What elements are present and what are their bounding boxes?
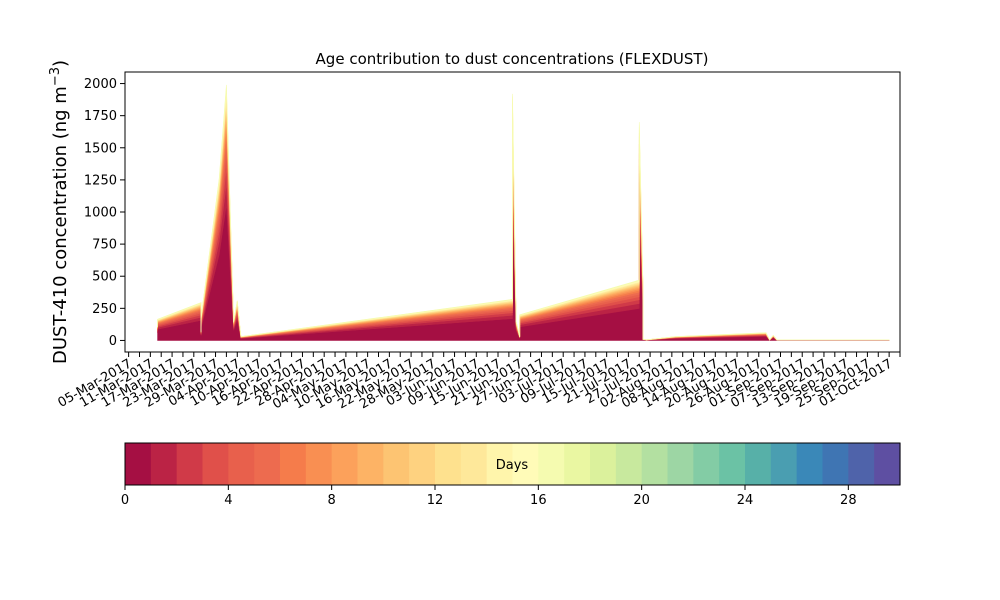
colorbar-ticks: 0 4 8 12 16 20 24 28 [121,485,857,508]
colorbar-bin [486,443,514,485]
y-axis-label-close: ) [50,60,71,67]
y-axis-label: DUST-410 concentration (ng m−3) [48,60,71,364]
colorbar-bin [745,443,772,485]
colorbar-bin [383,443,410,485]
colorbar-bin [538,443,565,485]
colorbar-bin [719,443,746,485]
age-band-3 [157,155,890,341]
colorbar-bin [796,443,824,485]
colorbar-bin [357,443,384,485]
age-band-12 [157,97,890,341]
colorbar-bin [150,443,178,485]
age-band-4 [157,144,890,341]
colorbar-label: Days [496,458,529,473]
y-tick-label: 750 [92,238,117,253]
colorbar-tick-label: 8 [328,493,336,508]
colorbar-tick-label: 12 [427,493,444,508]
colorbar-bin [331,443,359,485]
stacked-bands [157,84,890,341]
colorbar-bin [125,443,152,485]
age-band-5 [157,135,890,341]
colorbar-bin [822,443,849,485]
colorbar-bin [693,443,720,485]
y-tick-label: 1750 [84,109,117,124]
age-band-9 [157,110,890,341]
y-tick-label: 2000 [84,77,117,92]
age-band-11 [157,101,890,341]
y-tick-label: 0 [109,334,117,349]
colorbar-bin [280,443,307,485]
colorbar-tick-label: 24 [737,493,754,508]
age-band-14 [157,90,890,341]
colorbar-tick-label: 16 [530,493,547,508]
age-band-6 [157,127,890,341]
colorbar-bin [305,443,333,485]
y-axis: 0 250 500 750 1000 1250 1500 1750 2000 [84,77,125,349]
y-tick-label: 250 [92,302,117,317]
colorbar-bin [254,443,281,485]
colorbar-bin [409,443,436,485]
age-band-7 [157,121,890,341]
y-tick-label: 1000 [84,206,117,221]
y-axis-label-main: DUST-410 concentration (ng m [50,86,71,364]
colorbar [125,443,901,485]
colorbar-bin [848,443,875,485]
colorbar-bin [590,443,617,485]
y-axis-label-exponent: −3 [48,67,63,86]
colorbar-bin [460,443,488,485]
colorbar-bin [564,443,591,485]
colorbar-bin [667,443,694,485]
x-axis: 05-Mar-201711-Mar-201717-Mar-201723-Mar-… [55,352,901,412]
colorbar-bin [228,443,255,485]
age-band-15 [157,87,890,341]
age-band-16 [157,84,890,341]
colorbar-bin [641,443,669,485]
colorbar-bin [615,443,643,485]
colorbar-bin [435,443,462,485]
y-tick-label: 500 [92,270,117,285]
colorbar-tick-label: 20 [633,493,650,508]
age-band-10 [157,105,890,341]
age-band-13 [157,93,890,341]
y-tick-label: 1250 [84,173,117,188]
colorbar-tick-label: 4 [224,493,232,508]
colorbar-bin [512,443,539,485]
colorbar-frame [124,442,901,486]
age-band-8 [157,115,890,341]
y-tick-label: 1500 [84,141,117,156]
colorbar-bin [874,443,901,485]
colorbar-bin [770,443,798,485]
colorbar-bin [202,443,229,485]
colorbar-bin [176,443,204,485]
chart-title: Age contribution to dust concentrations … [316,50,709,68]
colorbar-tick-label: 0 [121,493,129,508]
colorbar-tick-label: 28 [840,493,857,508]
